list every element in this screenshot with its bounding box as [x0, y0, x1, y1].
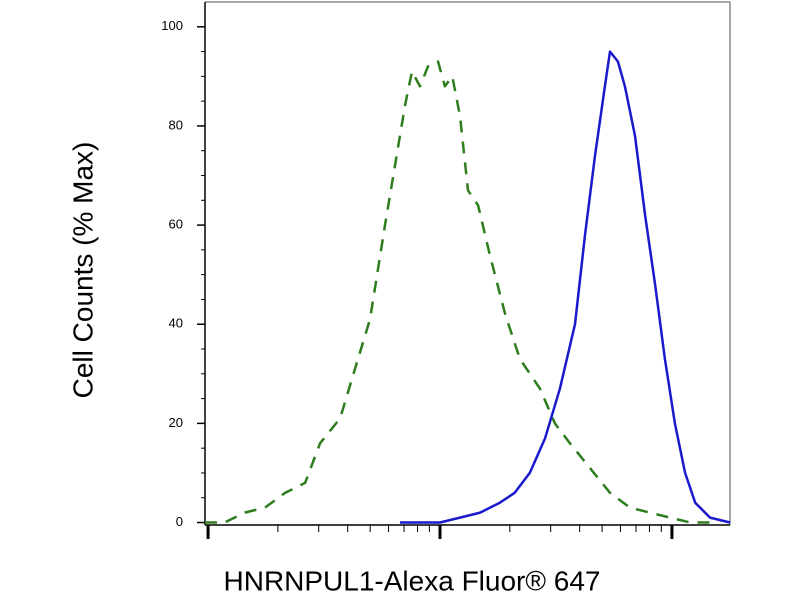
series-line: [205, 60, 710, 524]
series-line: [400, 50, 731, 524]
y-tick-label: 0: [176, 514, 183, 529]
y-tick-label: 40: [169, 316, 183, 331]
y-tick-label: 20: [169, 415, 183, 430]
y-axis-label: Cell Counts (% Max): [67, 142, 98, 399]
y-tick-label: 60: [169, 217, 183, 232]
y-tick-label: 80: [169, 117, 183, 132]
y-tick-label: 100: [161, 18, 183, 33]
x-axis-label: HNRNPUL1-Alexa Fluor® 647: [224, 565, 601, 596]
